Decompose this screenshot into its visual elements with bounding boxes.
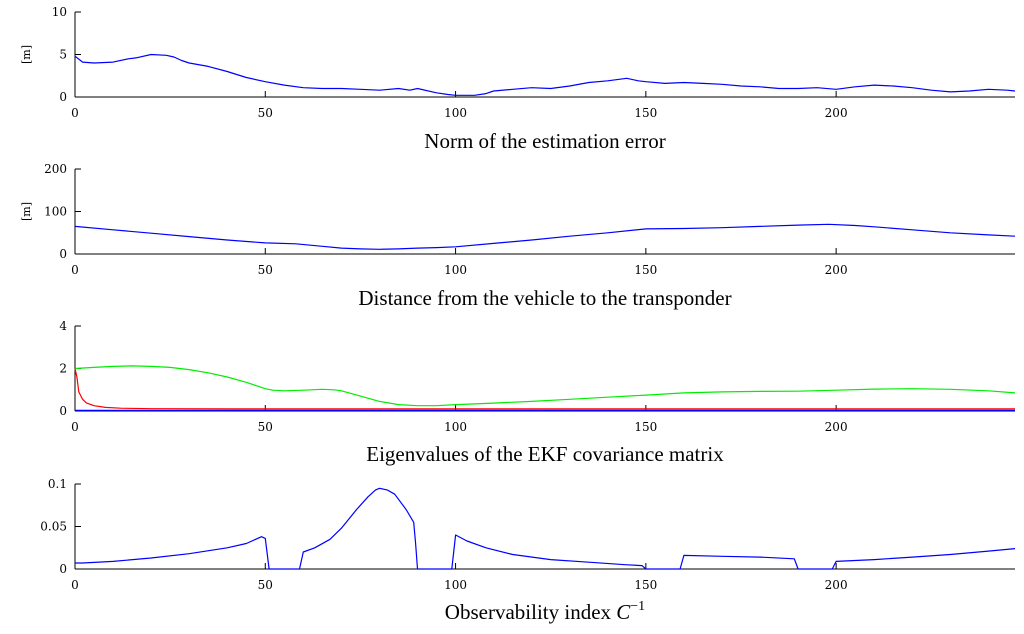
x-tick-label: 0 <box>71 106 79 120</box>
chart-title: Eigenvalues of the EKF covariance matrix <box>366 442 724 466</box>
x-tick-label: 0 <box>71 578 79 592</box>
y-tick-label: 200 <box>44 162 67 176</box>
panel-observability: 0 0.05 0.1 0 50 100 150 200 Observability index … <box>40 477 1016 624</box>
panel-eigenvalues: 0 2 4 0 50 100 150 200 Eigenvalues of the EKF co… <box>59 319 1016 466</box>
y-axis-label: [m] <box>20 202 33 221</box>
series-line-0 <box>75 487 1016 570</box>
series-line-1 <box>74 368 1015 410</box>
x-tick-label: 200 <box>825 578 848 592</box>
panel-distance: 0 100 200 0 50 100 150 200 [m] Distance from the … <box>20 162 1016 310</box>
y-tick-label: 0 <box>59 562 67 576</box>
chart-title: Norm of the estimation error <box>424 129 665 153</box>
x-tick-label: 0 <box>71 420 79 434</box>
x-tick-label: 50 <box>258 420 273 434</box>
x-tick-label: 0 <box>71 263 79 277</box>
y-tick-label: 0.05 <box>40 520 67 534</box>
x-tick-label: 100 <box>444 263 467 277</box>
y-tick-label: 0.1 <box>48 477 67 491</box>
y-tick-label: 2 <box>59 362 67 376</box>
x-tick-label: 150 <box>634 420 657 434</box>
y-axis-label: [m] <box>20 45 33 64</box>
chart-title: Observability index C−1 <box>445 599 645 624</box>
x-tick-label: 200 <box>825 263 848 277</box>
x-tick-label: 200 <box>825 106 848 120</box>
series-line-0 <box>74 53 1016 96</box>
y-tick-label: 0 <box>59 90 67 104</box>
x-tick-label: 150 <box>634 106 657 120</box>
y-tick-label: 100 <box>44 205 67 219</box>
y-tick-label: 10 <box>52 5 67 19</box>
x-tick-label: 200 <box>825 420 848 434</box>
x-tick-label: 150 <box>634 263 657 277</box>
y-tick-label: 0 <box>59 404 67 418</box>
x-tick-label: 100 <box>444 578 467 592</box>
y-tick-label: 4 <box>59 319 67 333</box>
y-tick-label: 5 <box>59 48 67 62</box>
x-tick-label: 100 <box>444 420 467 434</box>
title-superscript: −1 <box>630 599 645 614</box>
title-math-symbol: C <box>611 600 631 624</box>
x-tick-label: 50 <box>258 578 273 592</box>
x-tick-label: 50 <box>258 106 273 120</box>
series-line-0 <box>74 365 1016 407</box>
x-tick-label: 150 <box>634 578 657 592</box>
x-tick-label: 50 <box>258 263 273 277</box>
x-tick-label: 100 <box>444 106 467 120</box>
series-line-0 <box>74 223 1016 250</box>
y-tick-label: 0 <box>59 247 67 261</box>
chart-title: Distance from the vehicle to the transpo… <box>358 286 731 310</box>
